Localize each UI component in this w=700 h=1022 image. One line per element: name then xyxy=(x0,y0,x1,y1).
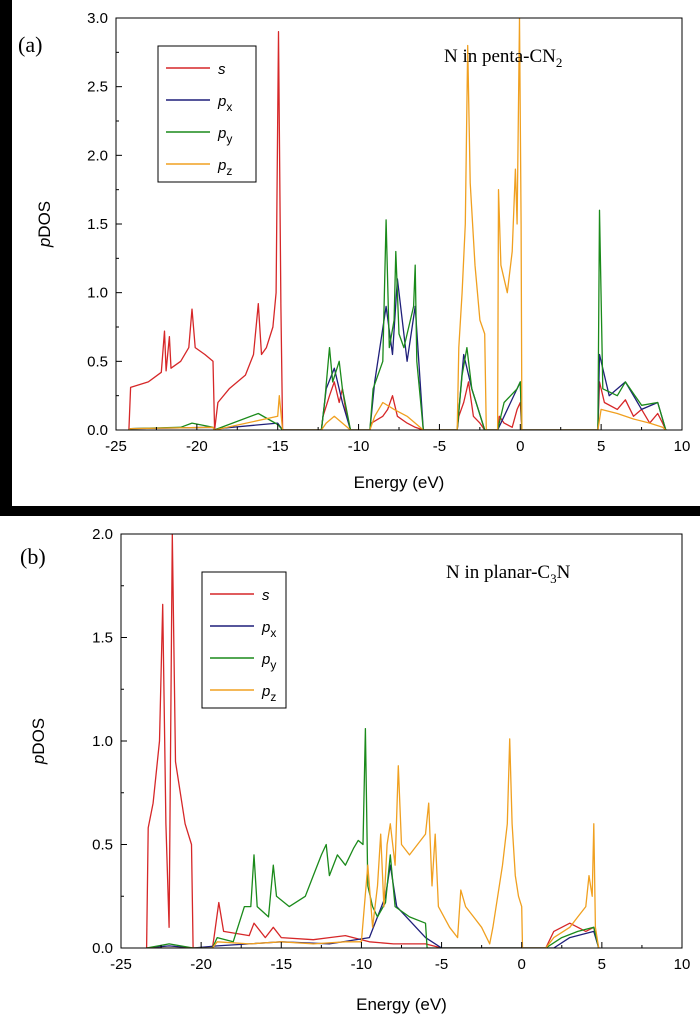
material-annotation: N in planar-C3N xyxy=(446,562,571,586)
y-tick-label: 0.0 xyxy=(87,422,108,439)
x-axis-label: Energy (eV) xyxy=(356,995,447,1014)
legend-entry: py xyxy=(261,651,276,672)
y-tick-label: 1.5 xyxy=(87,216,108,233)
series-line-3 xyxy=(146,727,600,948)
series-line-1 xyxy=(145,534,600,948)
y-tick-label: 1.0 xyxy=(92,733,113,750)
x-tick-label: -15 xyxy=(267,438,289,455)
legend-box xyxy=(201,571,287,709)
x-tick-label: 5 xyxy=(598,956,606,973)
y-tick-label: 2.5 xyxy=(87,79,108,96)
y-tick-label: 0.0 xyxy=(92,940,113,957)
legend: s px py pz xyxy=(201,571,287,709)
x-tick-label: 10 xyxy=(674,956,691,973)
y-axis-label: pDOS xyxy=(35,201,54,248)
panel-label: (b) xyxy=(20,544,46,569)
x-tick-label: 10 xyxy=(674,438,691,455)
series-group xyxy=(128,18,667,430)
chart-panel-a: (a) -25 -20 -15 -10 -5 0 5 10 0.0 0.5 1.0 1.5 2.0 2.5 3… xyxy=(12,0,700,506)
y-tick-label: 3.0 xyxy=(87,10,108,27)
x-tick-label: -25 xyxy=(110,956,132,973)
x-tick-label: 5 xyxy=(597,438,605,455)
legend-entry: s xyxy=(218,61,226,78)
series-group xyxy=(145,534,600,948)
legend: s px py pz xyxy=(157,45,257,183)
x-tick-label: 0 xyxy=(518,956,526,973)
x-tick-label: -5 xyxy=(433,438,446,455)
legend-entry: px xyxy=(261,619,276,640)
y-tick-label: 0.5 xyxy=(92,837,113,854)
x-tick-label: -25 xyxy=(105,438,127,455)
legend-box xyxy=(157,45,257,183)
legend-entry: pz xyxy=(261,683,276,704)
pdos-chart-b: (b) -25 -20 -15 -10 -5 0 5 10 0.0 0.5 1.0 1.5 2.0 Ener… xyxy=(20,526,691,1014)
x-tick-label: -10 xyxy=(351,956,373,973)
x-tick-label: 0 xyxy=(516,438,524,455)
x-tick-label: -15 xyxy=(270,956,292,973)
legend-entry: pz xyxy=(217,157,232,178)
x-tick-label: -5 xyxy=(435,956,448,973)
y-tick-label: 1.0 xyxy=(87,285,108,302)
legend-entry: py xyxy=(217,125,232,146)
pdos-chart-a: (a) -25 -20 -15 -10 -5 0 5 10 0.0 0.5 1.0 1.5 2.0 2.5 3… xyxy=(18,10,691,492)
x-tick-label: -20 xyxy=(190,956,212,973)
material-annotation: N in penta-CN2 xyxy=(444,46,562,70)
series-line-4 xyxy=(146,738,600,948)
y-axis-label: pDOS xyxy=(29,718,48,765)
x-axis-label: Energy (eV) xyxy=(354,473,445,492)
y-tick-label: 2.0 xyxy=(92,526,113,543)
series-line-3 xyxy=(128,209,667,430)
y-tick-label: 0.5 xyxy=(87,353,108,370)
x-tick-label: -20 xyxy=(186,438,208,455)
panel-label: (a) xyxy=(18,32,42,57)
y-tick-label: 1.5 xyxy=(92,630,113,647)
x-tick-label: -10 xyxy=(348,438,370,455)
chart-panel-b: (b) -25 -20 -15 -10 -5 0 5 10 0.0 0.5 1.0 1.5 2.0 Ener… xyxy=(0,516,700,1022)
y-tick-label: 2.0 xyxy=(87,147,108,164)
series-line-4 xyxy=(128,18,667,430)
legend-entry: s xyxy=(262,587,270,604)
legend-entry: px xyxy=(217,93,232,114)
